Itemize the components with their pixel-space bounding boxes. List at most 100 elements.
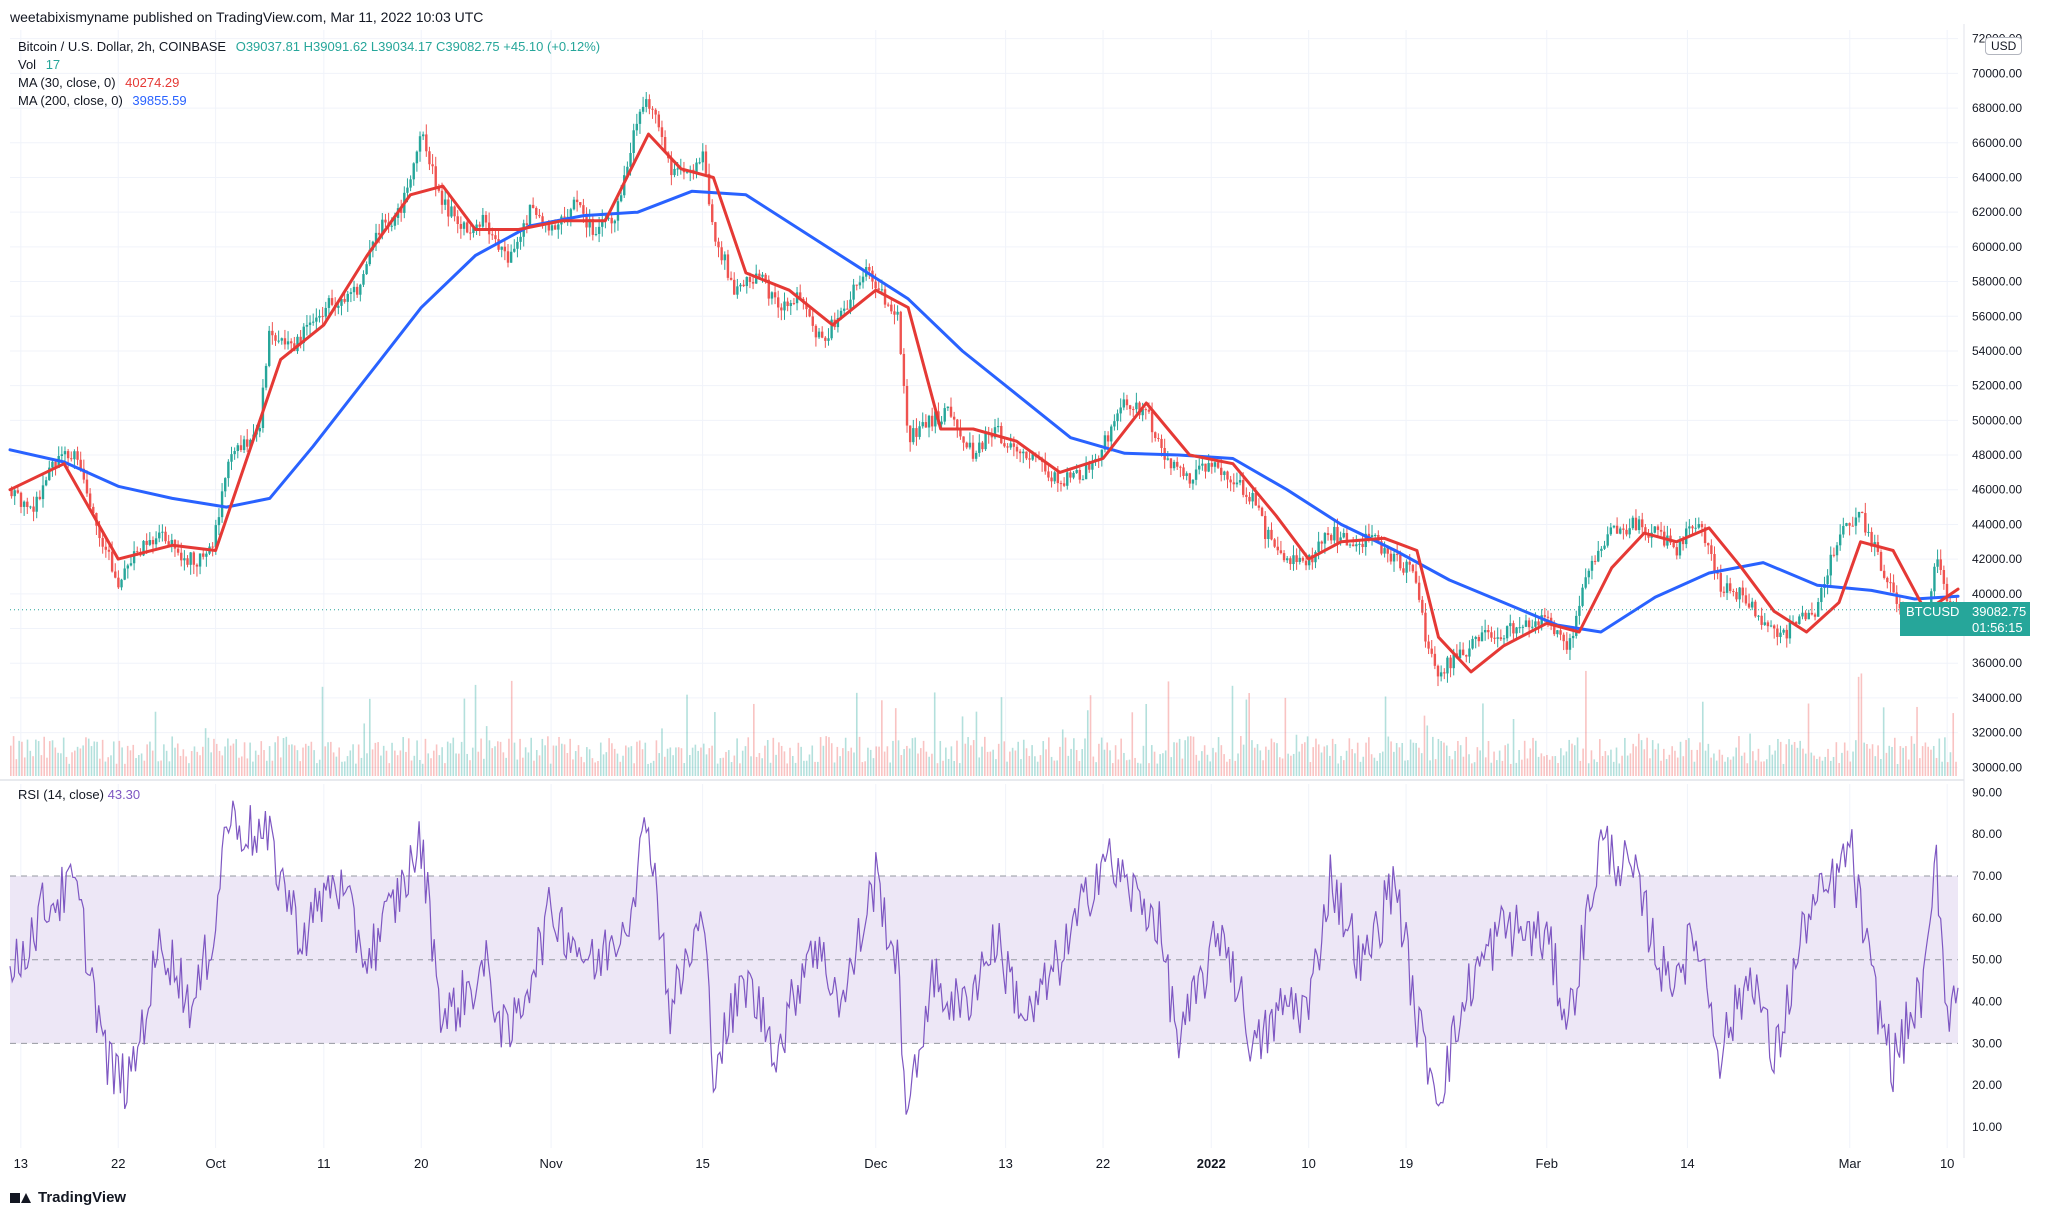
volume-bar	[1323, 746, 1326, 776]
volume-bar	[1743, 752, 1746, 776]
volume-bar	[599, 742, 602, 776]
candle-body	[1006, 446, 1009, 448]
candle-body	[1565, 641, 1569, 650]
volume-bar	[115, 763, 118, 776]
volume-bar	[1821, 760, 1824, 776]
rsi-label[interactable]: RSI (14, close)	[18, 787, 104, 802]
candle-body	[1886, 577, 1889, 583]
candle-body	[572, 199, 576, 210]
volume-bar	[1593, 759, 1596, 776]
volume-bar	[232, 743, 235, 776]
volume-bar	[702, 743, 705, 776]
volume-bar	[524, 747, 527, 776]
volume-bar	[1226, 761, 1228, 776]
volume-bar	[1256, 744, 1259, 776]
volume-bar	[1109, 750, 1111, 776]
volume-bar	[1888, 745, 1891, 776]
candle-body	[912, 428, 915, 443]
volume-bar	[1768, 745, 1771, 776]
rsi-tick-label: 90.00	[1972, 785, 2002, 799]
volume-bar	[1515, 762, 1518, 776]
candle-body	[1458, 649, 1462, 659]
candle-body	[355, 286, 359, 295]
candle-body	[899, 311, 902, 354]
volume-bar	[1557, 763, 1559, 776]
volume-bar	[1946, 762, 1949, 776]
volume-bar	[352, 744, 354, 776]
ma30-label[interactable]: MA (30, close, 0)	[18, 75, 116, 90]
candle-body	[1600, 548, 1603, 551]
candle-body	[1628, 528, 1631, 535]
currency-badge[interactable]: USD	[1985, 37, 2023, 55]
volume-bar	[1134, 757, 1136, 776]
candle-body	[1050, 477, 1053, 482]
volume-bar	[586, 747, 588, 776]
candle-body	[1044, 461, 1047, 472]
candle-body	[29, 506, 32, 508]
candle-body	[431, 164, 434, 167]
volume-bar	[753, 703, 755, 776]
candle-body	[541, 216, 544, 225]
candle-body	[1622, 528, 1625, 530]
volume-bar	[1482, 703, 1484, 776]
candle-body	[761, 274, 764, 277]
volume-bar	[1637, 733, 1640, 776]
volume-bar	[697, 750, 699, 776]
volume-bar	[1838, 762, 1840, 776]
candle-body	[1892, 582, 1895, 593]
main-legend: Bitcoin / U.S. Dollar, 2h, COINBASE O390…	[18, 38, 600, 110]
volume-bar	[958, 763, 961, 776]
volume-bar	[466, 753, 468, 776]
volume-bar	[591, 758, 594, 776]
volume-bar	[1017, 741, 1019, 776]
volume-bar	[561, 743, 563, 776]
volume-bar	[1738, 736, 1740, 776]
volume-bar	[1106, 742, 1109, 776]
volume-label[interactable]: Vol	[18, 57, 37, 72]
candle-body	[1172, 461, 1176, 469]
candle-body	[268, 330, 271, 366]
volume-bar	[1746, 763, 1749, 776]
volume-bar	[1771, 754, 1774, 776]
candle-body	[494, 235, 497, 240]
candle-body	[1798, 616, 1801, 625]
volume-bar	[1704, 750, 1707, 776]
volume-bar	[1523, 740, 1526, 776]
candle-body	[22, 501, 26, 507]
volume-bar	[942, 760, 944, 776]
volume-bar	[733, 755, 736, 776]
volume-bar	[1384, 696, 1387, 776]
candle-body	[968, 442, 972, 448]
candle-body	[1084, 462, 1088, 480]
candle-body	[1559, 630, 1562, 635]
candle-body	[145, 540, 148, 545]
candle-body	[767, 279, 770, 299]
candle-body	[1370, 535, 1374, 538]
symbol-title[interactable]: Bitcoin / U.S. Dollar, 2h, COINBASE	[18, 39, 227, 54]
volume-bar	[343, 761, 346, 776]
volume-bar	[1599, 739, 1601, 776]
volume-bar	[1345, 750, 1348, 776]
volume-bar	[366, 753, 368, 776]
volume-bar	[1164, 750, 1167, 776]
volume-bar	[1818, 756, 1821, 776]
volume-bar	[878, 746, 880, 776]
volume-bar	[1248, 693, 1250, 776]
candle-body	[406, 187, 409, 193]
candle-body	[1078, 469, 1082, 480]
volume-bar	[989, 751, 992, 776]
volume-bar	[850, 747, 853, 776]
volume-bar	[1501, 760, 1504, 776]
volume-bar	[1445, 745, 1448, 776]
candle-body	[192, 552, 196, 565]
volume-bar	[516, 759, 519, 776]
candle-body	[789, 303, 792, 307]
volume-bar	[107, 757, 109, 776]
symbol-row: Bitcoin / U.S. Dollar, 2h, COINBASE O390…	[18, 38, 600, 56]
volume-bar	[950, 746, 953, 776]
footer-brand[interactable]: TradingView	[10, 1189, 126, 1206]
candle-body	[1895, 592, 1898, 604]
volume-bar	[1468, 754, 1470, 776]
ma200-label[interactable]: MA (200, close, 0)	[18, 93, 123, 108]
